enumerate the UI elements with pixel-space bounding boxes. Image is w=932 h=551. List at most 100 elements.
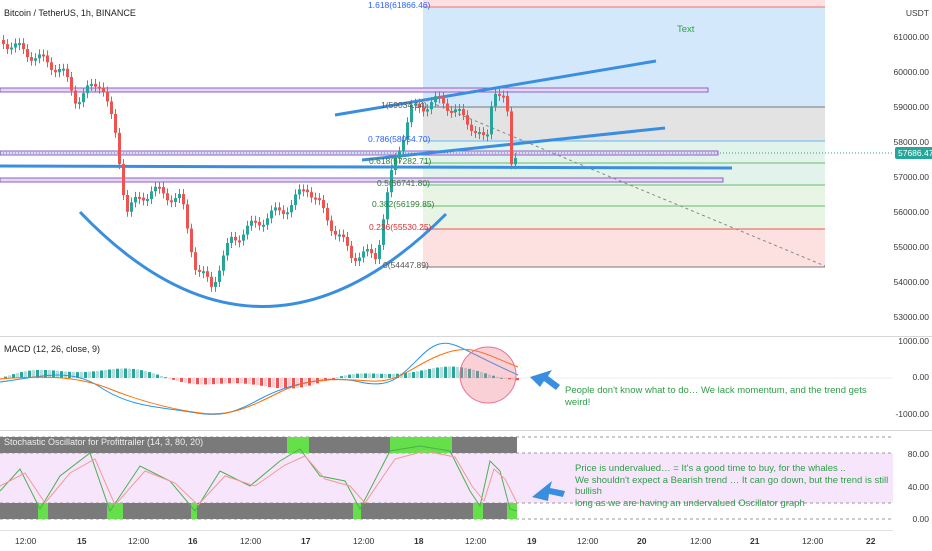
candle [138,196,141,199]
candle [374,253,377,260]
macd-bar [188,378,191,384]
candle [6,44,9,49]
candle [514,157,517,165]
macd-bar [440,367,443,378]
macd-bar [384,373,387,378]
macd-bar [380,373,383,378]
time-tick: 12:00 [577,536,599,546]
candle [286,212,289,215]
price-chart[interactable] [0,0,893,335]
macd-bar [368,373,371,378]
chart-title: Bitcoin / TetherUS, 1h, BINANCE [4,8,136,18]
candle [218,270,221,282]
candle [370,249,373,254]
macd-bar [176,378,179,381]
macd-bar [76,372,79,378]
time-axis[interactable]: 12:00 15 12:00 16 12:00 17 12:00 18 12:0… [0,530,893,551]
stoch-axis[interactable]: 80.00 40.00 0.00 [893,431,932,530]
time-tick: 12:00 [128,536,150,546]
candle [22,43,25,50]
macd-bar [388,373,391,378]
price-tick: 59000.00 [893,102,929,112]
time-tick: 19 [527,536,537,546]
current-price-badge: 57686.47 [895,147,932,159]
macd-note: People don't know what to do… We lack mo… [565,385,867,408]
price-pane[interactable]: Bitcoin / TetherUS, 1h, BINANCE Text 1.6… [0,0,893,335]
time-tick: 12:00 [690,536,712,546]
macd-bar [136,369,139,378]
macd-bar [292,378,295,389]
resistance-zone [0,87,709,93]
macd-axis[interactable]: 1000.00 0.00 -1000.00 [893,336,932,429]
candle [50,62,53,70]
candle [14,43,17,48]
macd-bar [420,370,423,378]
time-tick: 12:00 [240,536,262,546]
macd-pane[interactable]: MACD (12, 26, close, 9) People don't kno… [0,337,893,429]
candle [18,43,21,46]
macd-bar [184,378,187,383]
macd-bar [84,371,87,378]
stoch-pane[interactable]: Stochastic Oscillator for Profittrailer … [0,431,893,530]
candle [166,193,169,201]
time-tick: 20 [637,536,647,546]
candle [234,236,237,241]
candle [506,95,509,112]
candle [122,164,125,195]
signal-line [0,348,519,415]
macd-bar [244,378,247,384]
candle [254,220,257,223]
candle [462,109,465,116]
candle [438,96,441,99]
macd-chart[interactable] [0,337,893,429]
price-tick: 56000.00 [893,207,929,217]
candle [82,93,85,103]
macd-bar [132,368,135,378]
fib-level-label: 0.382(56199.85) [372,199,435,209]
support-zone-2 [0,177,724,183]
candle [270,210,273,219]
candle [338,234,341,237]
candle [98,86,101,89]
candle [178,194,181,199]
candle [322,200,325,209]
candle [386,192,389,220]
macd-bar [44,369,47,378]
candle [118,132,121,165]
time-tick: 12:00 [802,536,824,546]
candle [90,83,93,86]
macd-bar [40,369,43,378]
candle [430,102,433,110]
macd-bar [140,370,143,378]
macd-bar [212,378,215,385]
macd-bar [424,369,427,378]
macd-bar [192,378,195,384]
macd-bar [344,375,347,378]
stoch-tick: 40.00 [907,482,929,492]
macd-bar [260,378,263,386]
candle [202,271,205,274]
macd-bar [336,377,339,379]
macd-bar [100,370,103,378]
macd-bar [284,378,287,389]
candle [10,47,13,50]
candle [30,57,33,61]
candle [426,109,429,112]
text-label[interactable]: Text [677,24,695,35]
fib-zone-top [423,0,825,7]
macd-bar [372,373,375,378]
fib-zone-green [423,185,825,229]
stoch-d-line [0,450,518,506]
macd-bar [276,378,279,389]
candle [362,251,365,258]
macd-bar [8,375,11,378]
macd-bar [460,367,463,378]
fib-level-label: 0.618(57282.71) [369,156,432,166]
candle [494,93,497,107]
candle [390,169,393,193]
price-axis[interactable]: USDT 61000.00 60000.00 59000.00 58000.00… [893,0,932,335]
stoch-chart[interactable] [0,431,893,530]
time-tick: 15 [77,536,87,546]
macd-bar [476,370,479,378]
fib-level-label: 1.618(61866.46) [368,0,431,10]
